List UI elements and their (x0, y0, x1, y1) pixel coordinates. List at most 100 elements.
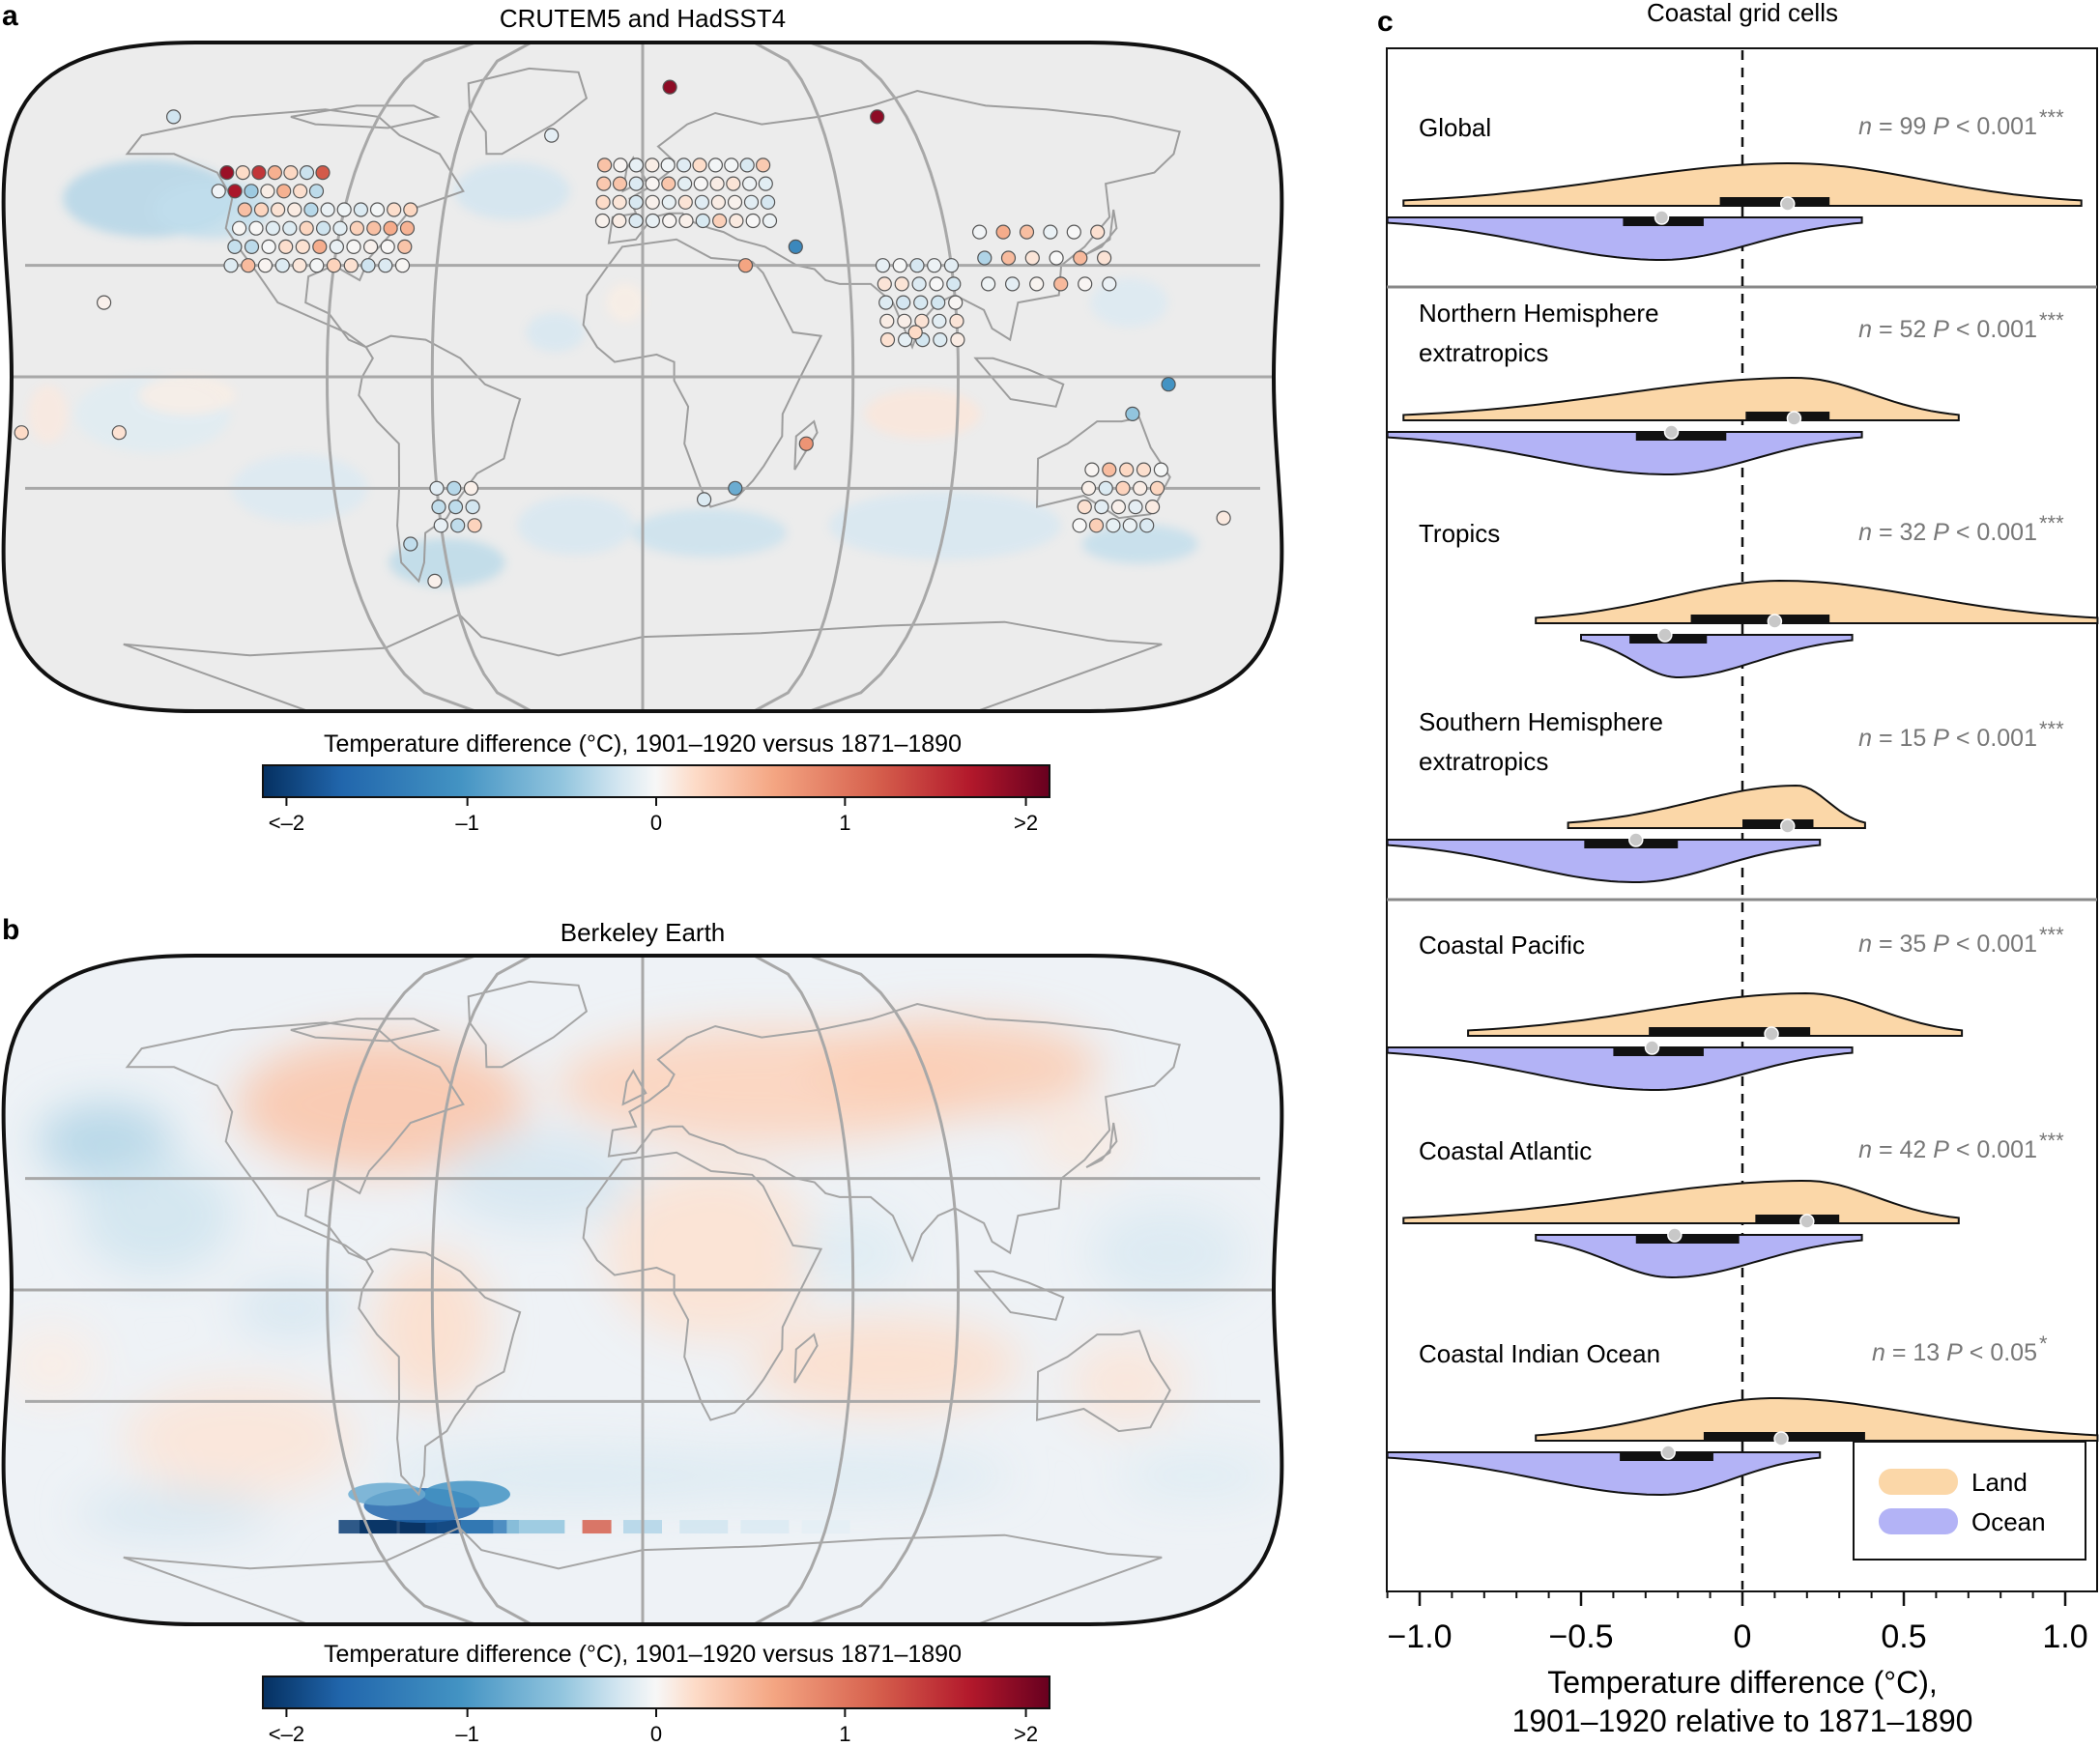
map-b-anomaly-19 (3, 1325, 101, 1403)
colorbar-tick-label-4: >2 (1014, 1722, 1038, 1746)
map-b-anomaly-10 (1068, 1339, 1185, 1427)
median-land-0 (1780, 196, 1796, 212)
station-dot-140 (1133, 480, 1148, 496)
station-dot-15 (661, 194, 676, 210)
station-dot-57 (261, 239, 276, 254)
station-dot-118 (894, 276, 909, 292)
station-dot-74 (366, 220, 382, 236)
violin-group-3: Southern Hemisphere extratropics n = 15 P … (1386, 707, 2064, 883)
violin-land-4 (1467, 991, 1964, 1037)
map-a-anomaly-9 (1081, 525, 1198, 563)
station-dot-97 (251, 165, 267, 181)
group-stats-0: n = 99 P < 0.001 (1858, 113, 2037, 140)
station-dot-32 (758, 176, 773, 191)
map-b-antarctic-strip (338, 1480, 850, 1534)
group-stars-0: *** (2039, 105, 2064, 129)
box-land-3 (1742, 819, 1814, 828)
station-dot-68 (265, 220, 280, 236)
station-dot-119 (911, 276, 927, 292)
group-stars-2: *** (2039, 511, 2064, 535)
map-a-graticule (12, 43, 1274, 711)
station-dot-10 (762, 213, 778, 229)
station-dot-28 (693, 176, 708, 191)
station-dot-120 (929, 276, 944, 292)
station-dot-46 (257, 258, 273, 273)
station-dot-103 (897, 332, 913, 348)
station-dot-18 (710, 194, 727, 210)
station-dot-49 (309, 258, 325, 273)
station-dot-165 (1049, 250, 1064, 266)
legend-ocean-label: Ocean (1971, 1507, 2046, 1536)
station-dot-20 (743, 194, 760, 210)
station-dot-84 (353, 202, 368, 217)
station-dot-85 (369, 202, 386, 217)
violin-chart: Coastal grid cells Global n = 99 P < 0.00… (1386, 0, 2099, 1738)
station-dot-189 (907, 325, 923, 340)
station-dot-141 (1149, 480, 1165, 496)
station-dot-21 (760, 194, 776, 210)
violin-ocean-4 (1386, 1046, 1854, 1091)
map-a-title: CRUTEM5 and HadSST4 (500, 4, 786, 33)
station-dot-173 (1090, 224, 1106, 240)
station-dot-164 (1024, 250, 1040, 266)
station-dot-117 (877, 276, 892, 292)
violin-land-0 (1402, 161, 2083, 207)
station-dot-124 (909, 258, 925, 273)
x-tick-label-1: −0.5 (1548, 1618, 1613, 1655)
station-dot-153 (429, 480, 445, 496)
group-stars-4: *** (2039, 923, 2064, 947)
panel-letter-c: c (1377, 6, 1394, 38)
station-dot-30 (726, 176, 741, 191)
station-dot-16 (677, 194, 693, 210)
station-dot-101 (315, 165, 331, 181)
station-dot-39 (692, 158, 707, 173)
legend: Land Ocean (1853, 1441, 2086, 1561)
legend-ocean-swatch (1879, 1508, 1958, 1534)
station-dot-133 (1094, 499, 1109, 515)
station-dot-174 (427, 573, 443, 589)
map-a-outline (1, 41, 1284, 713)
map-b-anomaly-15 (77, 1488, 272, 1537)
station-dot-160 (1078, 276, 1093, 292)
station-dot-170 (1019, 224, 1035, 240)
median-land-5 (1799, 1214, 1815, 1229)
station-dot-40 (707, 158, 724, 173)
group-stats-3: n = 15 P < 0.001 (1858, 725, 2037, 752)
group-label-1: Northern Hemisphere (1419, 299, 1659, 328)
group-label-3: Southern Hemisphere (1419, 707, 1663, 736)
map-b-colorbar-label: Temperature difference (°C), 1901–1920 v… (324, 1641, 962, 1668)
station-dot-43 (755, 158, 771, 173)
station-dot-178 (798, 436, 814, 451)
colorbar-tick-label-1: –1 (455, 811, 478, 835)
station-dot-128 (1088, 518, 1105, 533)
group-stats-5: n = 42 P < 0.001 (1858, 1136, 2037, 1163)
group-stars-3: *** (2039, 717, 2064, 741)
station-dot-36 (645, 158, 660, 173)
map-a-station-dots (14, 79, 1231, 589)
station-dot-56 (244, 239, 260, 254)
violin-land-5 (1402, 1179, 1960, 1224)
station-dot-98 (267, 165, 282, 181)
station-dot-58 (278, 239, 294, 254)
group-label-6: Coastal Indian Ocean (1419, 1339, 1660, 1368)
station-dot-122 (875, 258, 891, 273)
station-dot-75 (383, 220, 398, 236)
median-land-1 (1786, 411, 1802, 426)
station-dot-177 (696, 492, 712, 507)
station-dot-142 (1084, 462, 1100, 477)
station-dot-48 (292, 258, 307, 273)
x-tick-label-4: 1.0 (2042, 1618, 2087, 1655)
station-dot-125 (927, 258, 942, 273)
box-ocean-1 (1635, 432, 1727, 441)
map-b-colorbar-ticks: <–2 –1 0 1 >2 (269, 1708, 1038, 1746)
station-dot-91 (260, 184, 275, 199)
station-dot-29 (709, 176, 725, 191)
station-dot-31 (741, 176, 758, 191)
colorbar-tick-label-2: 0 (650, 811, 662, 835)
station-dot-109 (914, 313, 930, 329)
station-dot-157 (1004, 276, 1021, 292)
map-b-anomaly-11 (1090, 1204, 1246, 1302)
station-dot-158 (1029, 276, 1045, 292)
map-a-anomaly-14 (28, 385, 68, 444)
